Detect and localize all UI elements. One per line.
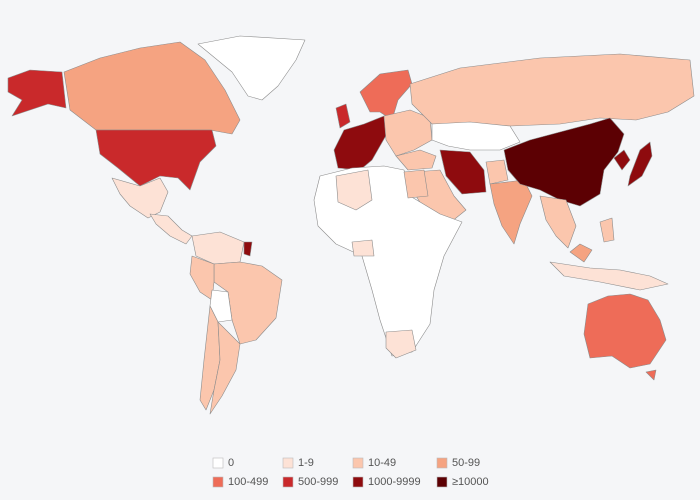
- legend-swatch: [436, 476, 448, 488]
- country: [395, 149, 437, 171]
- country: [539, 195, 577, 249]
- legend-label: 1000-9999: [368, 476, 421, 488]
- country: [383, 109, 433, 157]
- legend-label: 10-49: [368, 457, 396, 469]
- legend-label: ≥10000: [452, 476, 489, 488]
- country: [149, 213, 193, 245]
- legend-swatch: [282, 457, 294, 469]
- country: [209, 321, 241, 415]
- country: [95, 129, 217, 191]
- legend-swatch: [352, 476, 364, 488]
- country: [549, 261, 669, 291]
- country: [351, 239, 375, 257]
- country: [333, 115, 389, 171]
- country: [335, 103, 351, 129]
- country: [627, 141, 653, 187]
- country: [485, 159, 509, 185]
- country: [7, 69, 67, 117]
- country: [645, 369, 657, 381]
- legend-swatch: [436, 457, 448, 469]
- country: [209, 289, 233, 323]
- country: [569, 243, 593, 263]
- legend: 0 1-9 10-49 50-99 100-499 500-999 1000-9999 ≥10…: [212, 457, 489, 488]
- country: [431, 121, 521, 151]
- legend-label: 0: [228, 457, 234, 469]
- country: [359, 69, 413, 121]
- country: [385, 329, 417, 359]
- country: [613, 149, 631, 171]
- country: [197, 35, 306, 101]
- legend-swatch: [282, 476, 294, 488]
- legend-label: 1-9: [298, 457, 314, 469]
- country: [403, 169, 429, 199]
- country: [111, 177, 169, 219]
- legend-label: 500-999: [298, 476, 338, 488]
- country: [503, 117, 625, 207]
- country: [335, 169, 373, 211]
- country: [439, 149, 487, 195]
- country: [243, 241, 253, 257]
- country: [583, 293, 667, 369]
- country: [213, 261, 283, 345]
- legend-label: 50-99: [452, 457, 480, 469]
- legend-swatch: [352, 457, 364, 469]
- country: [313, 165, 463, 357]
- country: [63, 41, 241, 135]
- legend-swatch: [212, 457, 224, 469]
- country: [599, 217, 615, 243]
- legend-swatch: [212, 476, 224, 488]
- countries: [7, 35, 695, 415]
- legend-label: 100-499: [228, 476, 268, 488]
